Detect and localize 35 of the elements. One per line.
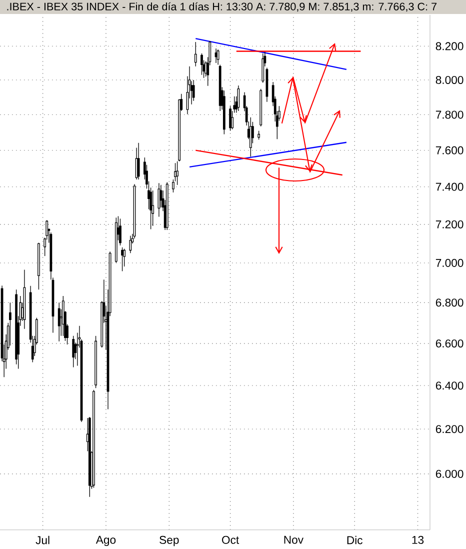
candlestick (152, 190, 154, 226)
x-tick-label: 13 (412, 536, 424, 544)
candlestick (72, 336, 75, 368)
y-tick-label: 7.800 (436, 110, 464, 119)
y-tick-label: 6.800 (436, 298, 464, 307)
y-tick-label: 7.200 (436, 220, 464, 228)
y-tick-label: 7.600 (436, 146, 464, 154)
candlestick (249, 117, 252, 157)
candlestick (237, 85, 240, 112)
y-tick-label: 6.600 (436, 339, 464, 348)
candlestick (176, 161, 178, 186)
candlestick (200, 53, 203, 76)
candlestick (192, 80, 195, 102)
candlestick (9, 302, 12, 346)
candlestick (137, 142, 140, 180)
x-tick-label: Jul (36, 536, 50, 544)
x-tick-label: Nov (284, 536, 304, 544)
candlestick (123, 248, 126, 267)
y-tick-label: 7.000 (436, 258, 464, 267)
y-tick-label: 6.200 (436, 425, 464, 434)
candlestick (129, 235, 132, 254)
y-tick-label: 8.000 (436, 76, 464, 84)
x-tick-label: Oct (222, 536, 240, 544)
x-tick-label: Ago (96, 536, 116, 546)
chart-title: .IBEX - IBEX 35 INDEX - Fin de día 1 días H: 13:30 A: 7.780,9 M: 7.851,3 m: 7.766,3 C: 7 (7, 2, 437, 12)
x-tick-label: Dic (347, 536, 362, 544)
y-tick-label: 8.200 (436, 42, 464, 50)
y-tick-label: 6.000 (436, 470, 464, 478)
candlestick (229, 106, 232, 132)
candlestick (58, 302, 60, 342)
candlestick (194, 42, 197, 67)
y-tick-label: 6.400 (436, 382, 464, 390)
candlestick (262, 53, 264, 84)
y-tick-label: 7.400 (436, 182, 464, 191)
x-tick-label: Sep (160, 536, 179, 546)
